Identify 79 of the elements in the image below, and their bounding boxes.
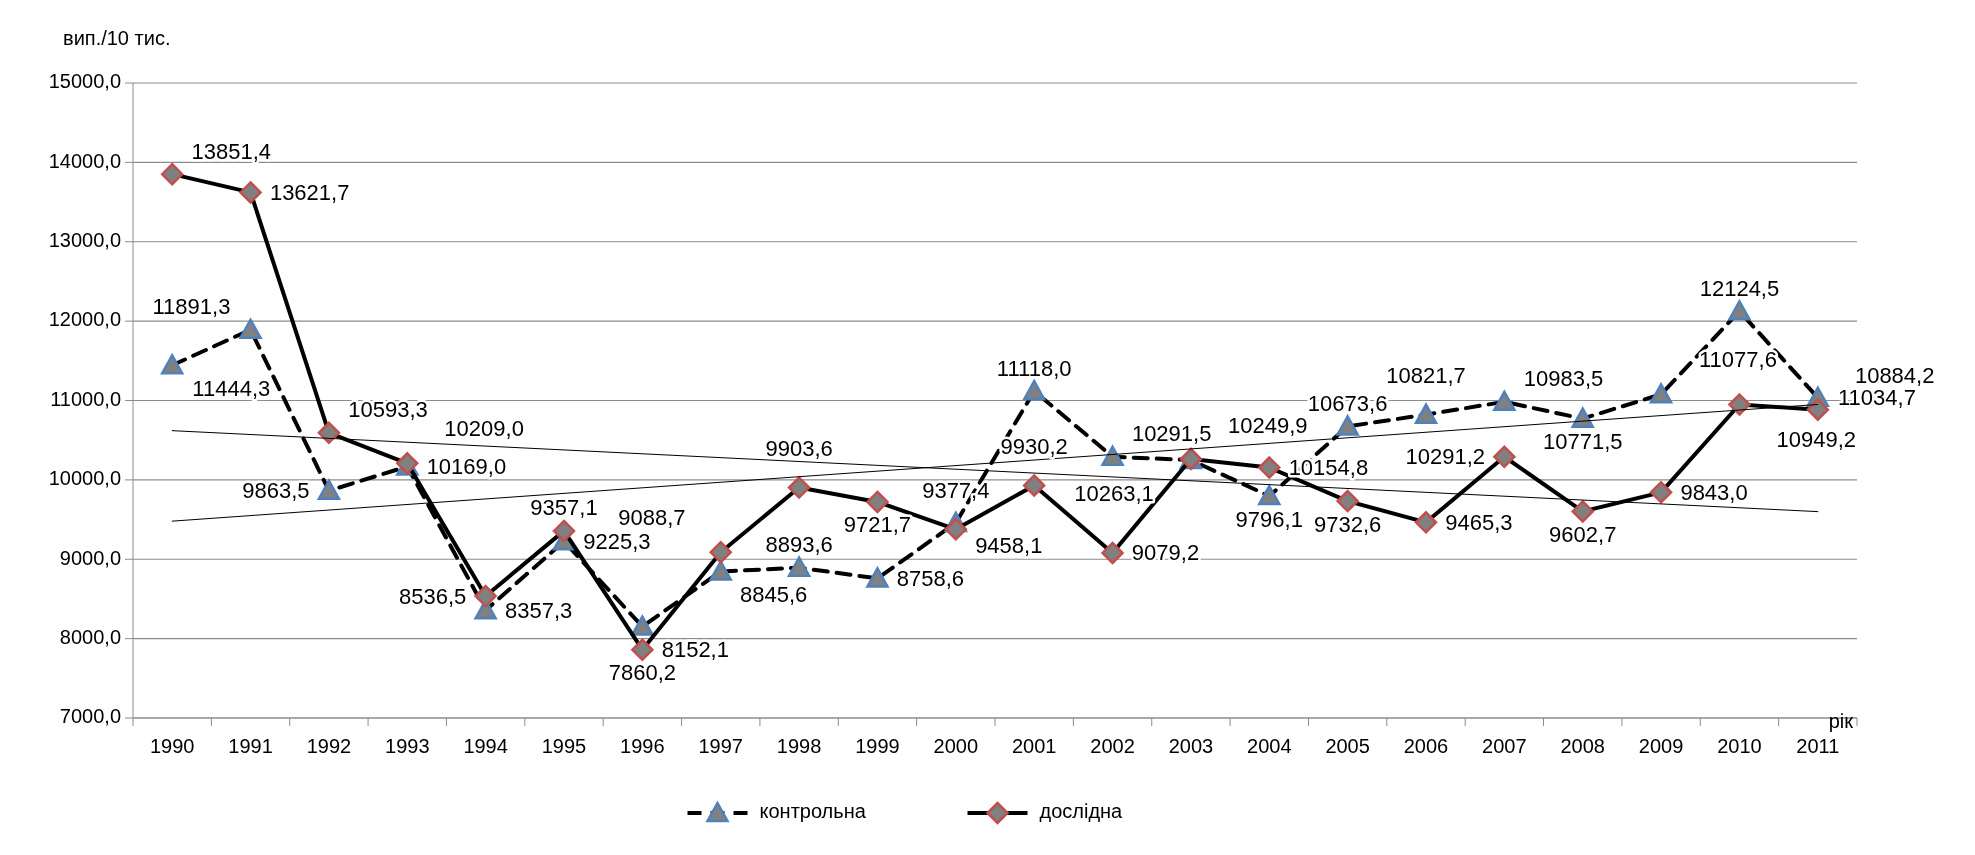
data-label: 9721,7 xyxy=(843,512,912,538)
x-tick-label: 2010 xyxy=(1717,735,1762,758)
data-label: 9225,3 xyxy=(583,528,651,554)
data-label: 7860,2 xyxy=(608,660,677,686)
x-tick-label: 1995 xyxy=(541,735,587,758)
y-tick-label: 10000,0 xyxy=(48,467,121,490)
data-label: 9903,6 xyxy=(765,435,833,461)
y-tick-label: 7000,0 xyxy=(59,705,121,728)
x-tick-label: 2009 xyxy=(1638,735,1684,758)
data-label: 10291,2 xyxy=(1405,444,1486,470)
data-label: 10154,8 xyxy=(1288,455,1369,481)
y-tick-label: 11000,0 xyxy=(50,387,121,410)
data-label: 10593,3 xyxy=(348,397,428,423)
data-label: 11891,3 xyxy=(152,294,231,320)
legend-label: контрольна xyxy=(759,800,867,823)
data-label: 8357,3 xyxy=(504,597,573,623)
x-tick-label: 1993 xyxy=(385,735,430,758)
x-tick-label: 1991 xyxy=(228,735,273,758)
data-label: 8152,1 xyxy=(661,637,729,663)
data-label: 10949,2 xyxy=(1776,426,1857,452)
data-label: 8845,6 xyxy=(740,582,808,608)
legend-label: дослідна xyxy=(1039,800,1124,823)
x-tick-label: 1994 xyxy=(463,735,508,758)
y-tick-label: 14000,0 xyxy=(48,149,121,172)
data-label: 9357,1 xyxy=(530,495,598,521)
data-label: 13851,4 xyxy=(191,138,272,164)
data-label: 9458,1 xyxy=(975,533,1043,559)
x-tick-label: 1997 xyxy=(698,735,743,758)
data-label: 12124,5 xyxy=(1699,275,1780,301)
y-axis-title: вип./10 тис. xyxy=(63,27,171,49)
data-label: 8893,6 xyxy=(765,532,833,558)
data-label: 10263,1 xyxy=(1074,480,1154,506)
data-label: 9088,7 xyxy=(618,505,686,531)
data-label: 9079,2 xyxy=(1131,540,1200,566)
x-axis-title: рік xyxy=(1828,710,1854,732)
data-label: 10209,0 xyxy=(444,416,524,442)
data-label: 8536,5 xyxy=(399,583,467,609)
x-tick-label: 2008 xyxy=(1560,735,1605,758)
x-tick-label: 1996 xyxy=(620,735,665,758)
data-label: 9377,4 xyxy=(922,477,990,503)
data-label: 9930,2 xyxy=(1000,433,1068,459)
x-tick-label: 1990 xyxy=(149,735,195,758)
y-tick-label: 12000,0 xyxy=(48,308,121,331)
data-label: 13621,7 xyxy=(269,179,350,205)
y-tick-label: 15000,0 xyxy=(48,70,121,93)
data-label: 10771,5 xyxy=(1542,429,1623,455)
data-label: 10291,5 xyxy=(1131,421,1212,447)
data-label: 10884,2 xyxy=(1854,362,1935,388)
data-label: 10673,6 xyxy=(1307,390,1388,416)
data-label: 8758,6 xyxy=(896,565,965,591)
x-tick-label: 2011 xyxy=(1796,735,1840,758)
data-label: 11118,0 xyxy=(996,355,1072,381)
data-label: 11077,6 xyxy=(1698,347,1777,373)
data-label: 11444,3 xyxy=(192,375,271,401)
data-label: 9465,3 xyxy=(1445,509,1513,535)
x-tick-label: 2000 xyxy=(933,735,979,758)
x-tick-label: 1999 xyxy=(855,735,900,758)
data-label: 10249,9 xyxy=(1228,413,1308,439)
data-label: 9732,6 xyxy=(1313,511,1382,537)
data-label: 9843,0 xyxy=(1680,479,1748,505)
data-label: 10983,5 xyxy=(1523,366,1604,392)
x-tick-label: 2006 xyxy=(1403,735,1449,758)
x-tick-label: 2001 xyxy=(1011,735,1057,758)
x-tick-label: 2005 xyxy=(1325,735,1370,758)
data-label: 9602,7 xyxy=(1549,521,1617,547)
x-tick-label: 2003 xyxy=(1168,735,1214,758)
y-tick-label: 9000,0 xyxy=(59,546,121,569)
y-tick-label: 8000,0 xyxy=(59,625,121,648)
data-label: 11034,7 xyxy=(1837,385,1916,411)
x-tick-label: 1992 xyxy=(306,735,352,758)
data-label: 10821,7 xyxy=(1386,363,1466,389)
x-tick-label: 2007 xyxy=(1482,735,1527,758)
data-label: 9796,1 xyxy=(1235,506,1303,532)
x-tick-label: 2004 xyxy=(1247,735,1292,758)
x-tick-label: 2002 xyxy=(1090,735,1135,758)
data-label: 10169,0 xyxy=(426,453,507,479)
data-label: 9863,5 xyxy=(242,478,310,504)
y-tick-label: 13000,0 xyxy=(48,229,121,252)
x-tick-label: 1998 xyxy=(776,735,822,758)
